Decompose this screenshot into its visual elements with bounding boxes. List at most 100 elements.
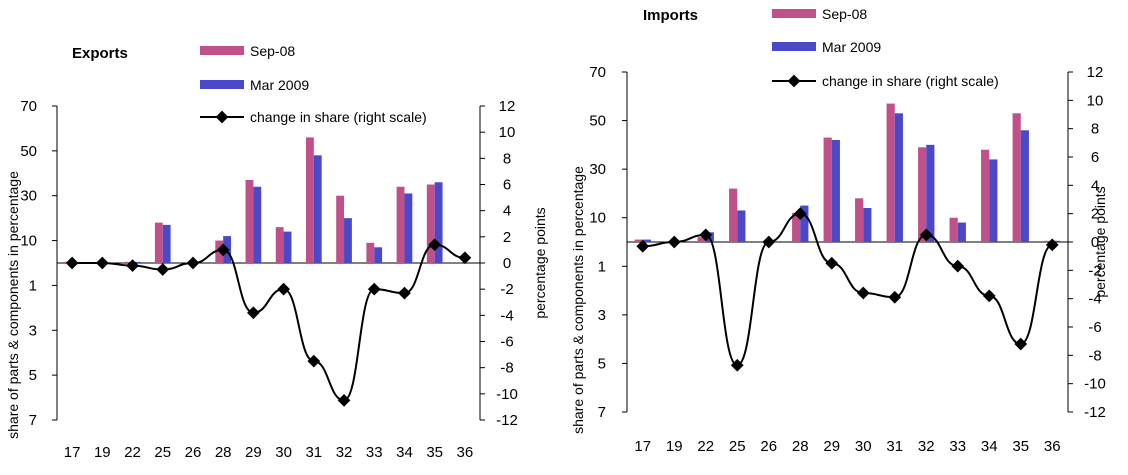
right-tick-label: 6: [1091, 149, 1099, 166]
x-tick-label: 25: [154, 444, 171, 461]
bar-sep-08-25: [729, 188, 738, 242]
right-tick-label: -8: [1088, 347, 1101, 364]
left-tick-label: 5: [29, 367, 37, 384]
legend-label-sep-08: Sep-08: [250, 43, 295, 59]
bar-mar-2009-35: [434, 182, 443, 263]
x-tick-label: 28: [215, 444, 232, 461]
change-point-34: [398, 286, 411, 300]
bar-sep-08-29: [245, 180, 254, 263]
left-tick-label: 70: [589, 64, 606, 81]
x-tick-label: 36: [1044, 438, 1061, 455]
change-point-34: [982, 289, 996, 303]
y-axis-label: share of parts & components in percentag…: [5, 171, 21, 439]
right-tick-label: 10: [1087, 92, 1104, 109]
bar-mar-2009-32: [344, 218, 352, 263]
right-tick-label: -12: [496, 412, 518, 429]
left-tick-label: 3: [598, 307, 606, 324]
right-tick-label: 8: [1091, 121, 1099, 138]
bar-sep-08-31: [886, 103, 895, 242]
right-tick-label: -4: [500, 307, 513, 324]
x-tick-label: 29: [245, 444, 262, 461]
bar-mar-2009-31: [313, 155, 322, 263]
right-tick-label: -2: [500, 281, 513, 298]
right-tick-label: -6: [1088, 319, 1101, 336]
bar-sep-08-31: [305, 137, 314, 263]
right-tick-label: 6: [503, 177, 511, 194]
legend-marker-change: [787, 74, 801, 88]
x-tick-label: 29: [823, 438, 840, 455]
change-point-36: [458, 251, 472, 265]
change-point-32: [337, 394, 351, 407]
bar-sep-08-34: [981, 149, 990, 242]
x-tick-label: 26: [760, 438, 777, 455]
right-tick-label: 4: [503, 203, 511, 220]
bar-mar-2009-30: [283, 231, 292, 263]
chart-panel-1: Exports705030101357121086420-2-4-6-8-10-…: [5, 43, 548, 461]
right-tick-label: -10: [1084, 376, 1106, 393]
right-tick-label: -8: [500, 360, 513, 377]
change-point-28: [216, 243, 230, 257]
change-point-30: [856, 286, 870, 300]
change-point-35: [428, 238, 442, 252]
change-point-33: [367, 282, 381, 296]
bar-mar-2009-36: [1052, 240, 1061, 242]
right-tick-label: 0: [1091, 234, 1099, 251]
change-point-26: [186, 256, 200, 270]
right-tick-label: -2: [1088, 262, 1101, 279]
bar-sep-08-22: [124, 261, 133, 263]
legend-swatch-sep-08: [200, 46, 244, 55]
x-tick-label: 35: [426, 444, 443, 461]
bar-sep-08-17: [634, 239, 643, 242]
bar-mar-2009-29: [253, 186, 262, 263]
x-tick-label: 34: [396, 444, 413, 461]
legend-label-sep-08: Sep-08: [822, 6, 867, 22]
y2-axis-label: percentage points: [532, 207, 548, 318]
bar-mar-2009-25: [162, 224, 171, 263]
left-tick-label: 1: [29, 277, 37, 294]
bar-mar-2009-33: [957, 222, 966, 242]
x-tick-label: 30: [275, 444, 292, 461]
bar-mar-2009-31: [894, 113, 903, 243]
y-axis-label: share of parts & components in percentag…: [570, 166, 586, 434]
bar-mar-2009-22: [132, 261, 141, 263]
x-tick-label: 19: [94, 444, 111, 461]
bar-sep-08-33: [949, 217, 958, 242]
x-tick-label: 31: [305, 444, 322, 461]
chart-title: Imports: [643, 7, 698, 24]
right-tick-label: 0: [503, 255, 511, 272]
bar-sep-08-32: [336, 195, 345, 263]
change-point-33: [951, 259, 965, 273]
left-tick-label: 7: [29, 412, 37, 429]
x-tick-label: 36: [457, 444, 474, 461]
left-tick-label: 50: [20, 143, 37, 160]
x-tick-label: 32: [336, 444, 353, 461]
change-point-25: [156, 263, 170, 276]
right-tick-label: -4: [1088, 291, 1101, 308]
right-tick-label: 10: [499, 124, 516, 141]
change-point-29: [247, 306, 260, 320]
x-tick-label: 31: [886, 438, 903, 455]
bar-mar-2009-17: [642, 239, 651, 242]
chart-panel-2: Imports705030101357121086420-2-4-6-8-10-…: [570, 6, 1108, 455]
right-tick-label: -12: [1084, 404, 1106, 421]
left-tick-label: 10: [20, 233, 37, 250]
change-point-30: [277, 282, 290, 296]
change-point-31: [307, 354, 321, 368]
x-tick-label: 35: [1012, 438, 1029, 455]
change-point-19: [667, 235, 681, 249]
x-tick-label: 26: [185, 444, 202, 461]
bar-mar-2009-35: [1020, 130, 1029, 242]
left-tick-label: 70: [20, 98, 37, 115]
left-tick-label: 3: [29, 322, 37, 339]
bar-sep-08-36: [1044, 240, 1053, 242]
bar-sep-08-30: [855, 198, 864, 242]
legend-marker-change: [215, 110, 229, 124]
change-point-17: [65, 256, 79, 270]
bar-mar-2009-34: [404, 193, 413, 263]
bar-mar-2009-29: [831, 140, 840, 242]
legend-swatch-mar-2009: [772, 42, 816, 51]
legend-label-mar-2009: Mar 2009: [250, 77, 309, 93]
x-tick-label: 17: [64, 444, 81, 461]
right-tick-label: 12: [499, 98, 516, 115]
